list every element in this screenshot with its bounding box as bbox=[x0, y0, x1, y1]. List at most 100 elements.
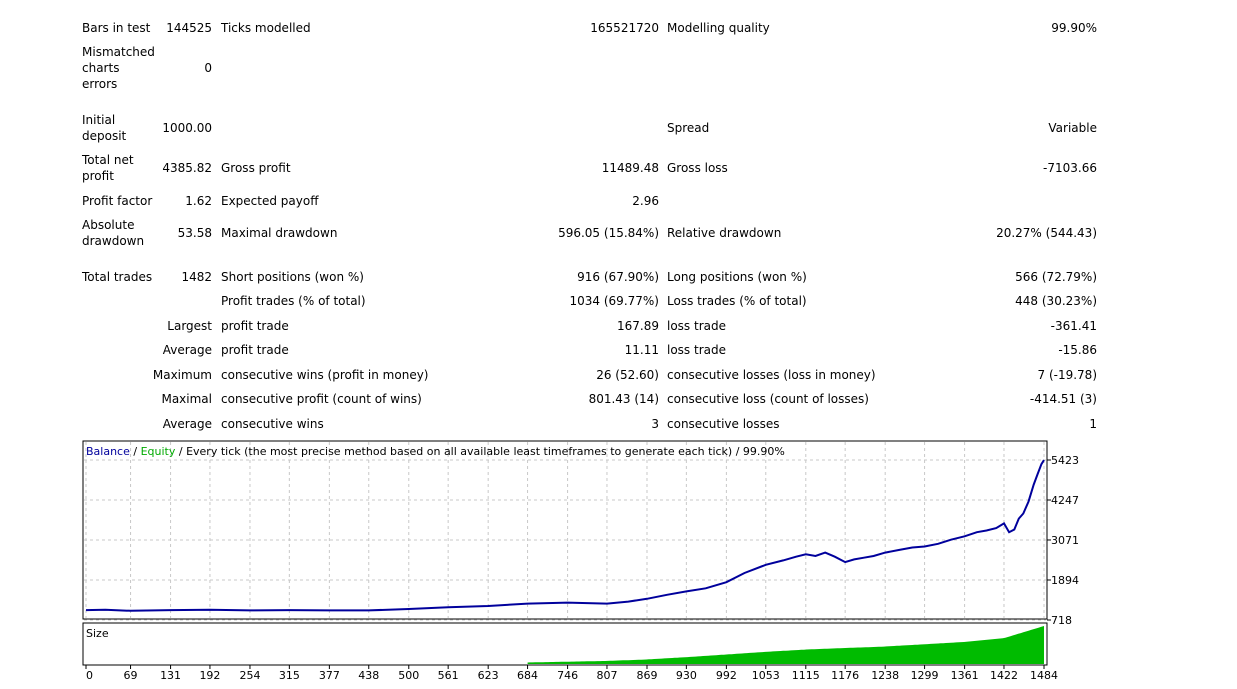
balance-chart: 5423 4247 3071 1894 718 0 69 131 192 254 315 377 43… bbox=[82, 440, 1079, 682]
ticks-modelled-label: Ticks modelled bbox=[221, 21, 311, 35]
balance-line bbox=[85, 459, 1045, 612]
chart-grid bbox=[84, 442, 1046, 621]
relative-drawdown-label: Relative drawdown bbox=[667, 226, 782, 240]
maximal-prefix: Maximal bbox=[161, 392, 212, 406]
spread-label: Spread bbox=[667, 121, 710, 135]
legend-separator: / bbox=[130, 445, 141, 458]
maximal-drawdown-value: 596.05 (15.84%) bbox=[558, 226, 659, 240]
bars-in-test-label: Bars in test bbox=[82, 21, 151, 35]
x-tick-label: 746 bbox=[557, 669, 578, 682]
x-tick-label: 1299 bbox=[911, 669, 939, 682]
mismatched-errors-value: 0 bbox=[204, 61, 212, 75]
average-loss-label: loss trade bbox=[667, 343, 726, 357]
size-area bbox=[527, 626, 1044, 664]
average-consec-prefix: Average bbox=[162, 417, 212, 431]
average-profit-value: 11.11 bbox=[624, 343, 659, 357]
absolute-drawdown-label: Absolute drawdown bbox=[82, 218, 145, 248]
x-tick-label: 1053 bbox=[752, 669, 780, 682]
x-tick-label: 192 bbox=[199, 669, 220, 682]
ticks-modelled-value: 165521720 bbox=[590, 21, 659, 35]
modelling-quality-value: 99.90% bbox=[1051, 21, 1097, 35]
maximum-loss-value: 7 (-19.78) bbox=[1037, 368, 1098, 382]
y-axis-ticks: 5423 4247 3071 1894 718 bbox=[1047, 454, 1079, 627]
x-tick-label: 1484 bbox=[1030, 669, 1058, 682]
main-plot-frame bbox=[82, 440, 1048, 620]
largest-prefix: Largest bbox=[167, 319, 212, 333]
gross-profit-value: 11489.48 bbox=[601, 161, 659, 175]
average-consec-profit-label: consecutive wins bbox=[221, 417, 324, 431]
x-tick-label: 69 bbox=[124, 669, 138, 682]
x-tick-label: 992 bbox=[716, 669, 737, 682]
y-tick-label: 718 bbox=[1051, 614, 1072, 627]
largest-loss-label: loss trade bbox=[667, 319, 726, 333]
average-consec-loss-value: 1 bbox=[1089, 417, 1097, 431]
initial-deposit-label: Initial deposit bbox=[82, 113, 127, 143]
total-trades-label: Total trades bbox=[82, 270, 153, 284]
maximal-profit-value: 801.43 (14) bbox=[588, 392, 659, 406]
x-tick-label: 561 bbox=[438, 669, 459, 682]
x-tick-label: 315 bbox=[279, 669, 300, 682]
size-histogram bbox=[527, 626, 1044, 664]
x-tick-label: 254 bbox=[239, 669, 260, 682]
bars-in-test-value: 144525 bbox=[166, 21, 212, 35]
mismatched-errors-label: Mismatched charts errors bbox=[82, 45, 155, 91]
average-consec-profit-value: 3 bbox=[651, 417, 659, 431]
loss-trades-label: Loss trades (% of total) bbox=[667, 294, 807, 308]
x-axis-ticks: 0 69 131 192 254 315 377 438 500 561 623 684 746 807 8… bbox=[85, 665, 1058, 682]
modelling-quality-label: Modelling quality bbox=[667, 21, 770, 35]
legend-description: / Every tick (the most precise method ba… bbox=[175, 445, 785, 458]
x-tick-label: 807 bbox=[596, 669, 617, 682]
y-tick-label: 5423 bbox=[1051, 454, 1079, 467]
x-tick-label: 500 bbox=[398, 669, 419, 682]
maximum-loss-label: consecutive losses (loss in money) bbox=[667, 368, 876, 382]
gross-loss-label: Gross loss bbox=[667, 161, 728, 175]
y-tick-label: 3071 bbox=[1051, 534, 1079, 547]
total-net-profit-value: 4385.82 bbox=[162, 161, 212, 175]
size-plot-frame bbox=[82, 622, 1048, 666]
y-tick-label: 1894 bbox=[1051, 574, 1079, 587]
x-tick-label: 930 bbox=[676, 669, 697, 682]
relative-drawdown-value: 20.27% (544.43) bbox=[996, 226, 1097, 240]
largest-profit-value: 167.89 bbox=[617, 319, 659, 333]
maximal-loss-label: consecutive loss (count of losses) bbox=[667, 392, 869, 406]
profit-trades-label: Profit trades (% of total) bbox=[221, 294, 366, 308]
x-tick-label: 1422 bbox=[990, 669, 1018, 682]
long-positions-label: Long positions (won %) bbox=[667, 270, 807, 284]
x-tick-label: 684 bbox=[517, 669, 538, 682]
spread-value: Variable bbox=[1048, 121, 1097, 135]
gross-loss-value: -7103.66 bbox=[1043, 161, 1097, 175]
expected-payoff-value: 2.96 bbox=[632, 194, 659, 208]
profit-trades-value: 1034 (69.77%) bbox=[569, 294, 659, 308]
x-tick-label: 1361 bbox=[951, 669, 979, 682]
total-net-profit-label: Total net profit bbox=[82, 153, 134, 183]
chart-legend: Balance / Equity / Every tick (the most … bbox=[86, 445, 785, 458]
absolute-drawdown-value: 53.58 bbox=[177, 226, 212, 240]
maximum-prefix: Maximum bbox=[152, 368, 212, 382]
x-tick-label: 0 bbox=[86, 669, 93, 682]
x-tick-label: 377 bbox=[319, 669, 340, 682]
x-tick-label: 623 bbox=[478, 669, 499, 682]
loss-trades-value: 448 (30.23%) bbox=[1015, 294, 1097, 308]
total-trades-value: 1482 bbox=[181, 270, 212, 284]
x-tick-label: 438 bbox=[358, 669, 379, 682]
maximal-profit-label: consecutive profit (count of wins) bbox=[221, 392, 422, 406]
x-tick-label: 131 bbox=[160, 669, 181, 682]
legend-equity: Equity bbox=[141, 445, 176, 458]
largest-profit-label: profit trade bbox=[221, 319, 289, 333]
x-tick-label: 1238 bbox=[871, 669, 899, 682]
x-tick-label: 1115 bbox=[792, 669, 820, 682]
expected-payoff-label: Expected payoff bbox=[221, 194, 319, 208]
profit-factor-value: 1.62 bbox=[185, 194, 212, 208]
legend-balance: Balance bbox=[86, 445, 130, 458]
x-tick-label: 869 bbox=[636, 669, 657, 682]
maximum-profit-label: consecutive wins (profit in money) bbox=[221, 368, 429, 382]
y-tick-label: 4247 bbox=[1051, 494, 1079, 507]
short-positions-value: 916 (67.90%) bbox=[577, 270, 659, 284]
size-label: Size bbox=[86, 627, 109, 640]
average-consec-loss-label: consecutive losses bbox=[667, 417, 780, 431]
maximal-loss-value: -414.51 (3) bbox=[1029, 392, 1097, 406]
largest-loss-value: -361.41 bbox=[1050, 319, 1097, 333]
maximum-profit-value: 26 (52.60) bbox=[596, 368, 659, 382]
long-positions-value: 566 (72.79%) bbox=[1015, 270, 1097, 284]
average-prefix: Average bbox=[162, 343, 212, 357]
